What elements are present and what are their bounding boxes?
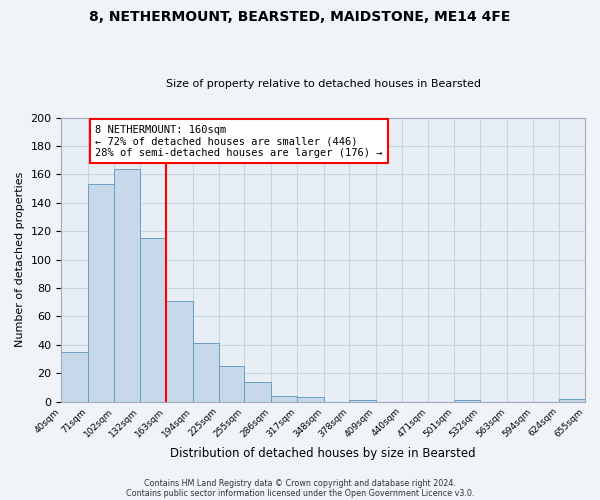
Bar xyxy=(244,382,271,402)
Title: Size of property relative to detached houses in Bearsted: Size of property relative to detached ho… xyxy=(166,79,481,89)
X-axis label: Distribution of detached houses by size in Bearsted: Distribution of detached houses by size … xyxy=(170,447,476,460)
Bar xyxy=(114,168,140,402)
Bar xyxy=(61,352,88,402)
Text: 8, NETHERMOUNT, BEARSTED, MAIDSTONE, ME14 4FE: 8, NETHERMOUNT, BEARSTED, MAIDSTONE, ME1… xyxy=(89,10,511,24)
Bar xyxy=(166,301,193,402)
Text: Contains public sector information licensed under the Open Government Licence v3: Contains public sector information licen… xyxy=(126,488,474,498)
Bar xyxy=(88,184,114,402)
Bar xyxy=(193,344,219,402)
Bar xyxy=(140,238,166,402)
Text: Contains HM Land Registry data © Crown copyright and database right 2024.: Contains HM Land Registry data © Crown c… xyxy=(144,478,456,488)
Y-axis label: Number of detached properties: Number of detached properties xyxy=(15,172,25,348)
Bar xyxy=(297,398,323,402)
Text: 8 NETHERMOUNT: 160sqm
← 72% of detached houses are smaller (446)
28% of semi-det: 8 NETHERMOUNT: 160sqm ← 72% of detached … xyxy=(95,124,383,158)
Bar xyxy=(349,400,376,402)
Bar xyxy=(219,366,244,402)
Bar xyxy=(271,396,297,402)
Bar xyxy=(454,400,480,402)
Bar xyxy=(559,399,585,402)
